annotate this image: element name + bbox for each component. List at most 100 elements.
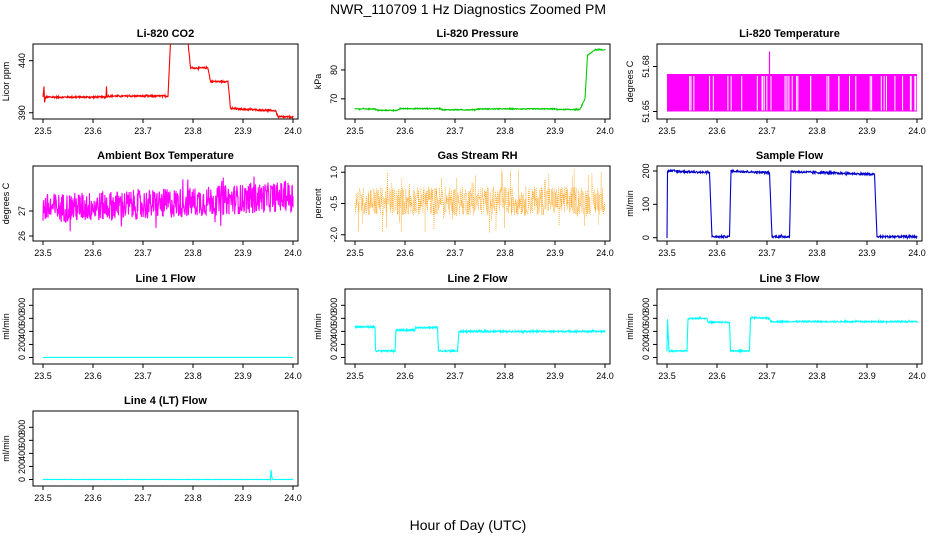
panel-9: Line 4 (LT) Flow ml/min 23.5 23.6 23.7 23.8 23…	[1, 395, 302, 503]
y-tick-label: 51.65	[641, 100, 651, 123]
y-tick-label: 27	[17, 206, 27, 216]
series-line	[42, 176, 294, 232]
y-tick-label: 600	[17, 433, 27, 448]
panel-3: Ambient Box Temperature degrees C 23.5 23.6…	[1, 150, 302, 258]
y-tick-label: 0	[17, 355, 27, 360]
x-tick-label: 23.6	[708, 126, 726, 136]
plot-frame	[32, 288, 299, 365]
x-tick-label: 23.5	[346, 248, 364, 258]
y-tick-label: 800	[17, 420, 27, 435]
y-axis-label: ml/min	[625, 313, 635, 340]
x-tick-label: 23.9	[546, 126, 564, 136]
series-line	[42, 469, 294, 482]
y-tick-label: 400	[329, 324, 339, 339]
figure-title: NWR_110709 1 Hz Diagnostics Zoomed PM	[330, 1, 606, 17]
y-tick-label: 0	[641, 235, 651, 240]
data-area	[42, 176, 294, 232]
y-tick-label: 600	[641, 311, 651, 326]
y-tick-label: 100	[641, 197, 651, 212]
x-tick-label: 23.6	[84, 493, 102, 503]
y-tick-label: 600	[17, 311, 27, 326]
x-tick-label: 23.9	[858, 248, 876, 258]
panel-5: Sample Flow ml/min 23.5 23.6 23.7 23.8 23.9 24.…	[625, 150, 926, 258]
x-tick-label: 23.8	[496, 248, 514, 258]
y-tick-label: 200	[641, 337, 651, 352]
panel-title: Line 3 Flow	[760, 273, 820, 285]
y-axis-label: percent	[313, 188, 323, 219]
x-tick-label: 23.7	[446, 126, 464, 136]
plot-frame	[32, 165, 299, 242]
x-tick-label: 23.6	[396, 248, 414, 258]
y-tick-label: -2.0	[329, 227, 339, 243]
y-tick-label: 400	[641, 324, 651, 339]
x-tick-label: 23.5	[34, 493, 52, 503]
x-tick-label: 23.8	[808, 371, 826, 381]
y-tick-label: 0	[17, 477, 27, 482]
plot-frame	[344, 43, 611, 120]
panel-8: Line 3 Flow ml/min 23.5 23.6 23.7 23.8 23.9 24.…	[625, 273, 926, 381]
x-tick-label: 24.0	[284, 248, 302, 258]
y-tick-label: 390	[17, 105, 27, 120]
panel-6: Line 1 Flow ml/min 23.5 23.6 23.7 23.8 23.9 24.…	[1, 273, 302, 381]
x-tick-label: 23.6	[84, 126, 102, 136]
panel-7: Line 2 Flow ml/min 23.5 23.6 23.7 23.8 23.9 24.…	[313, 273, 614, 381]
x-tick-label: 23.8	[184, 248, 202, 258]
y-tick-label: 800	[17, 298, 27, 313]
y-tick-label: 440	[17, 53, 27, 68]
series-line	[666, 168, 918, 241]
panel-title: Li-820 CO2	[137, 28, 194, 40]
x-tick-label: 23.6	[84, 248, 102, 258]
y-tick-label: 600	[329, 311, 339, 326]
x-tick-label: 24.0	[596, 126, 614, 136]
x-tick-label: 23.5	[34, 248, 52, 258]
panel-0: Li-820 CO2 Licor ppm 23.5 23.6 23.7 23.8 23.9 2…	[1, 28, 302, 136]
x-tick-label: 23.7	[758, 371, 776, 381]
x-tick-label: 23.5	[34, 371, 52, 381]
x-tick-label: 23.7	[134, 248, 152, 258]
y-tick-label: 70	[329, 94, 339, 104]
x-tick-label: 23.5	[346, 126, 364, 136]
x-tick-label: 23.8	[496, 371, 514, 381]
plot-frame	[656, 288, 923, 365]
x-axis-label: Hour of Day (UTC)	[409, 517, 527, 533]
series-line	[354, 47, 606, 113]
panel-4: Gas Stream RH percent 23.5 23.6 23.7 23.8 23.9…	[313, 150, 614, 258]
x-tick-label: 23.9	[234, 493, 252, 503]
panel-title: Ambient Box Temperature	[97, 150, 234, 162]
y-tick-label: 800	[329, 298, 339, 313]
panel-title: Sample Flow	[756, 150, 824, 162]
y-axis-label: ml/min	[1, 313, 11, 340]
y-tick-label: 51.68	[641, 55, 651, 78]
x-tick-label: 24.0	[908, 371, 926, 381]
x-tick-label: 23.5	[34, 126, 52, 136]
x-tick-label: 23.6	[84, 371, 102, 381]
y-axis-label: Licor ppm	[1, 62, 11, 102]
x-tick-label: 23.8	[184, 126, 202, 136]
panel-title: Gas Stream RH	[437, 150, 517, 162]
y-tick-label: 200	[329, 337, 339, 352]
panel-title: Line 4 (LT) Flow	[124, 395, 207, 407]
x-tick-label: 23.7	[446, 248, 464, 258]
data-area	[354, 169, 606, 233]
series-line	[42, 44, 294, 119]
x-tick-label: 23.9	[546, 371, 564, 381]
y-axis-label: degrees C	[625, 60, 635, 102]
x-tick-label: 24.0	[284, 493, 302, 503]
x-tick-label: 23.9	[858, 126, 876, 136]
x-tick-label: 23.7	[758, 248, 776, 258]
x-tick-label: 24.0	[596, 371, 614, 381]
x-tick-label: 23.7	[134, 126, 152, 136]
x-tick-label: 23.9	[234, 126, 252, 136]
y-tick-label: 200	[641, 163, 651, 178]
data-area	[354, 324, 606, 354]
x-tick-label: 23.5	[658, 248, 676, 258]
y-tick-label: 400	[17, 324, 27, 339]
y-tick-label: 0	[329, 355, 339, 360]
x-tick-label: 23.7	[134, 371, 152, 381]
x-tick-label: 24.0	[908, 126, 926, 136]
plot-frame	[344, 165, 611, 242]
y-tick-label: -0.5	[329, 196, 339, 212]
plot-frame	[656, 165, 923, 242]
x-tick-label: 23.5	[658, 371, 676, 381]
